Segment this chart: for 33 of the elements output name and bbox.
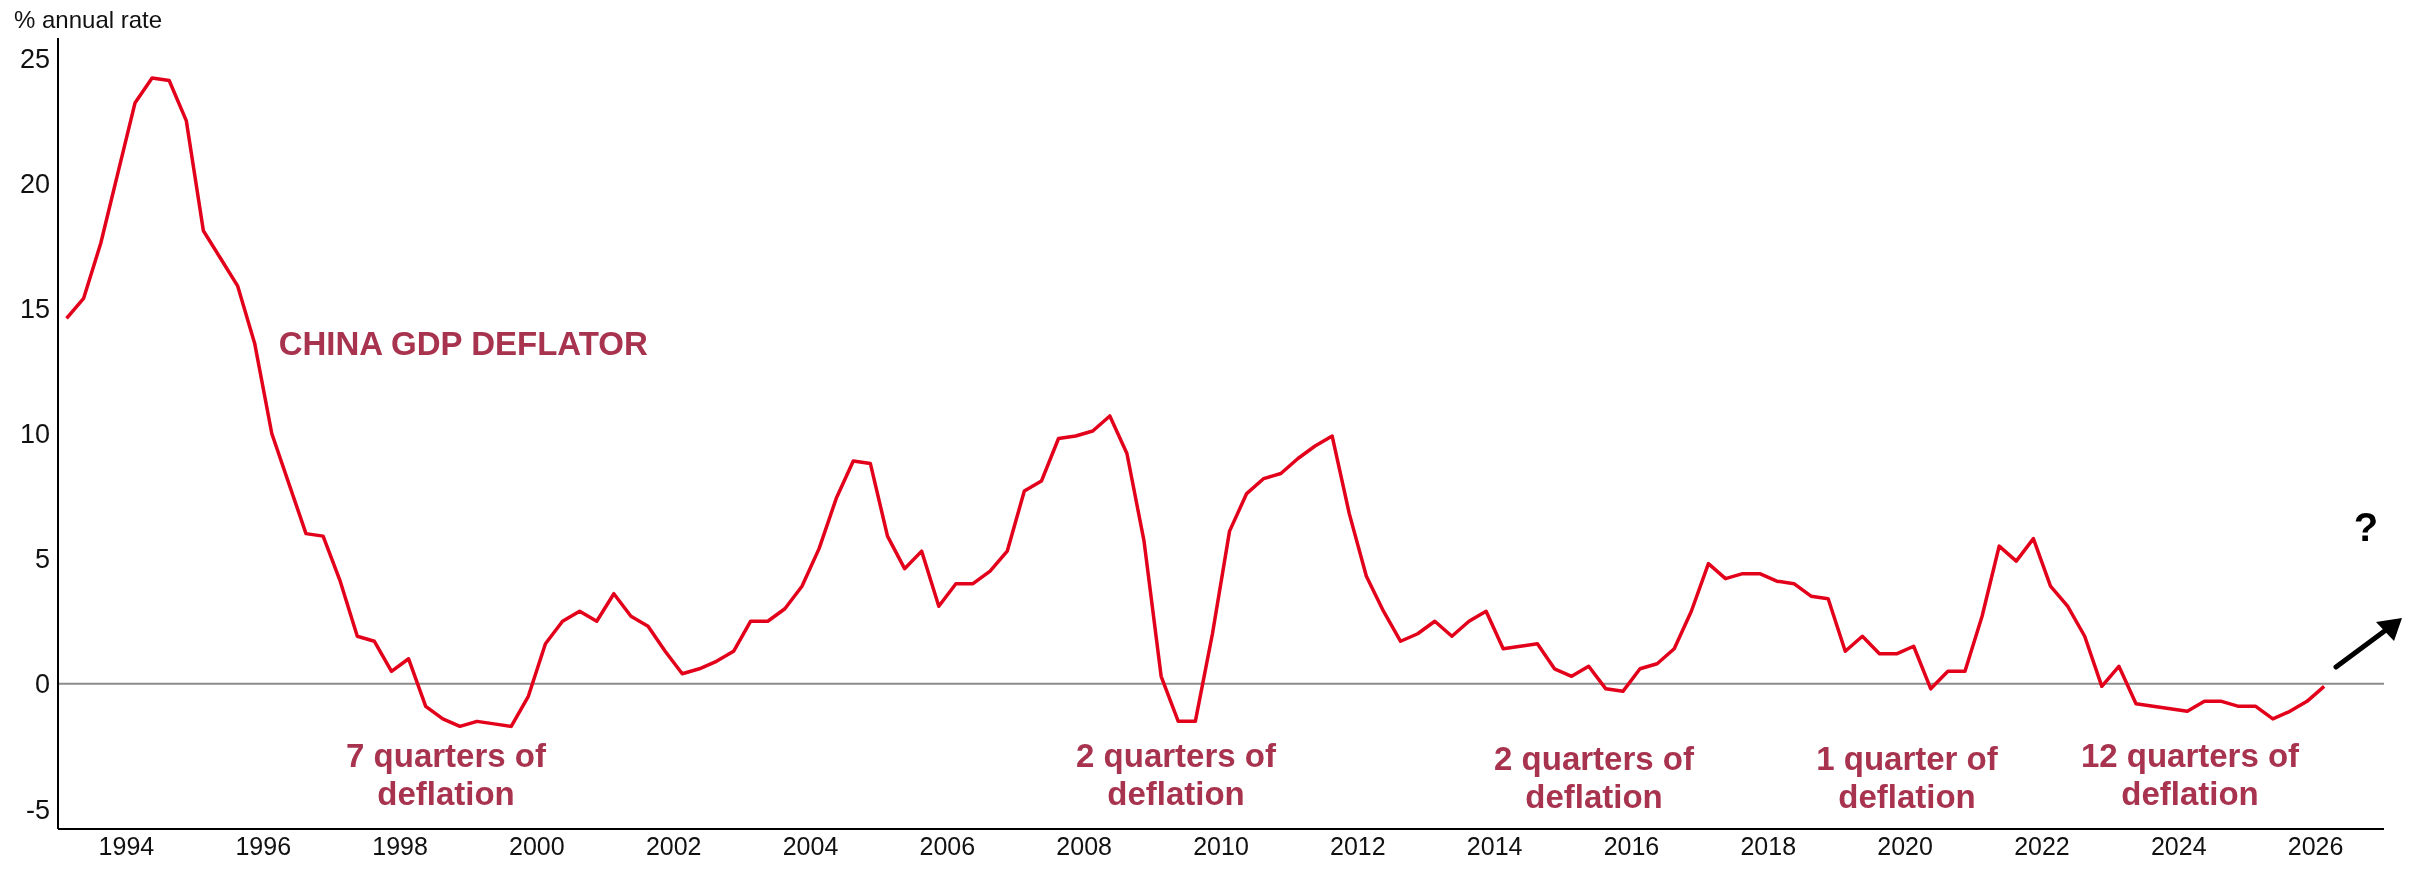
y-tick-label: 15: [19, 293, 50, 324]
x-tick-label: 1994: [98, 831, 155, 860]
x-tick-label: 1998: [372, 831, 428, 860]
series-label: CHINA GDP DEFLATOR: [278, 325, 648, 363]
x-tick-label: 2004: [782, 831, 839, 860]
x-tick-label: 2006: [919, 831, 976, 860]
y-tick-label: 20: [19, 168, 50, 199]
x-tick-label: 2008: [1056, 831, 1112, 860]
x-tick-label: 2010: [1193, 831, 1249, 860]
annotation: 2 quarters of deflation: [1076, 737, 1277, 812]
annotation: 2 quarters of deflation: [1494, 740, 1695, 815]
annotation: 1 quarter of deflation: [1816, 740, 1999, 815]
x-tick-label: 2012: [1330, 831, 1386, 860]
y-tick-label: 0: [34, 669, 50, 700]
x-tick-label: 2020: [1877, 831, 1933, 860]
x-tick-label: 2002: [645, 831, 702, 860]
x-tick-label: 2000: [509, 831, 565, 860]
x-tick-label: 2026: [2287, 831, 2344, 860]
y-tick-label: 10: [19, 419, 50, 450]
x-tick-label: 2024: [2150, 831, 2207, 860]
y-axis-title: % annual rate: [14, 6, 163, 34]
y-tick-label: -5: [25, 794, 50, 825]
annotation: 12 quarters of deflation: [2080, 737, 2301, 812]
y-tick-label: 25: [19, 43, 50, 74]
x-tick-label: 2016: [1603, 831, 1660, 860]
x-tick-label: 1996: [235, 831, 292, 860]
y-tick-label: 5: [34, 544, 50, 575]
annotation: 7 quarters of deflation: [346, 737, 547, 812]
line-series: [64, 76, 2326, 729]
x-tick-label: 2022: [2014, 831, 2070, 860]
x-tick-label: 2018: [1740, 831, 1797, 860]
x-tick-label: 2014: [1466, 831, 1523, 860]
annotation: ?: [2353, 505, 2379, 549]
